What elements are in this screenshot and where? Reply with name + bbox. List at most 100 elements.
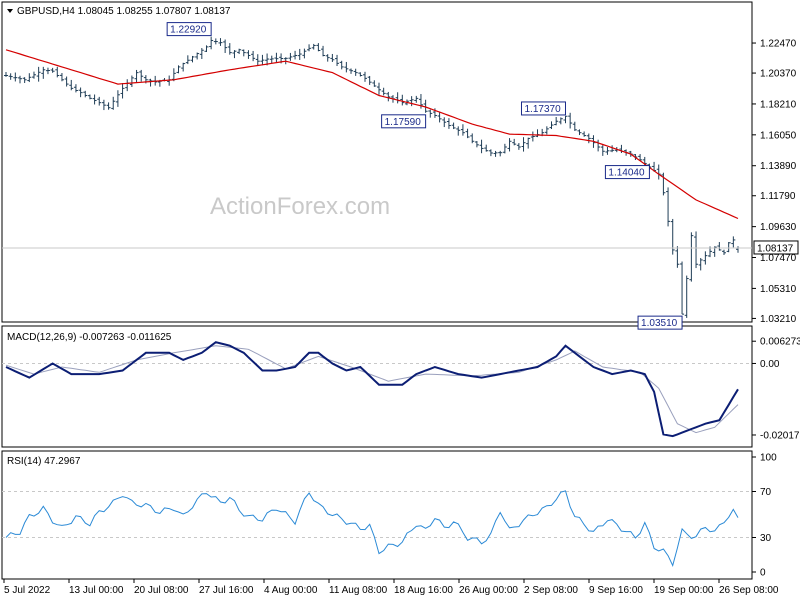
ohlc-bar xyxy=(31,71,36,79)
price-tick-label: 1.18210 xyxy=(760,99,797,110)
ohlc-bar xyxy=(251,50,256,62)
ohlc-bar xyxy=(195,52,200,60)
ohlc-bar xyxy=(479,139,484,154)
ohlc-bar xyxy=(139,69,144,82)
ohlc-bar xyxy=(223,39,228,53)
ohlc-bar xyxy=(246,50,251,59)
ohlc-bar xyxy=(507,138,512,152)
ohlc-bar xyxy=(414,95,419,103)
price-annotation: 1.17590 xyxy=(381,114,427,129)
ohlc-bar xyxy=(190,55,195,63)
ohlc-bar xyxy=(13,72,18,82)
macd-tick-label: -0.020175 xyxy=(760,430,800,441)
ohlc-bar xyxy=(437,112,442,123)
macd-tick-label: 0.006273 xyxy=(760,337,800,348)
dropdown-arrow-icon[interactable] xyxy=(7,9,13,13)
ohlc-bar xyxy=(661,172,666,196)
ohlc-bar xyxy=(498,150,503,157)
time-tick-label: 26 Sep 08:00 xyxy=(719,585,779,596)
ohlc-bar xyxy=(526,137,531,149)
ohlc-bar xyxy=(572,121,577,131)
ohlc-bar xyxy=(474,141,479,148)
ohlc-bar xyxy=(586,133,591,144)
ohlc-bar xyxy=(321,45,326,57)
ohlc-bar xyxy=(502,143,507,154)
ohlc-bar xyxy=(274,52,279,63)
rsi-header: RSI(14) 47.2967 xyxy=(7,456,81,467)
ohlc-bar xyxy=(45,67,50,75)
ohlc-bar xyxy=(73,84,78,93)
ohlc-bar xyxy=(722,249,727,255)
annotation-label: 1.03510 xyxy=(641,318,678,329)
price-tick-label: 1.20370 xyxy=(760,69,797,80)
ohlc-bar xyxy=(199,48,204,60)
price-tick-label: 1.16050 xyxy=(760,130,797,141)
annotation-box xyxy=(604,165,650,180)
ohlc-bar xyxy=(451,122,456,130)
ohlc-bar xyxy=(237,48,242,55)
annotation-box xyxy=(637,315,683,330)
ohlc-bar xyxy=(460,124,465,136)
ohlc-bar xyxy=(106,102,111,110)
price-tick-label: 1.11790 xyxy=(760,191,796,202)
current-price-tag xyxy=(753,240,799,255)
ohlc-bar xyxy=(17,75,22,84)
ohlc-bar xyxy=(726,242,731,253)
rsi-indicator: 100 70 30 0 xyxy=(2,453,777,579)
ohlc-bar xyxy=(339,60,344,70)
ohlc-bar xyxy=(213,38,218,45)
ohlc-bar xyxy=(353,68,358,76)
time-tick-label: 27 Jul 16:00 xyxy=(199,585,254,596)
ohlc-bar xyxy=(330,53,335,63)
ohlc-bar xyxy=(428,109,433,118)
ohlc-bar xyxy=(703,251,708,265)
ohlc-bar xyxy=(638,154,643,161)
ohlc-bar xyxy=(549,121,554,130)
price-tick-label: 1.13890 xyxy=(760,161,797,172)
price-tick-label: 1.22470 xyxy=(760,39,797,50)
ohlc-bar xyxy=(395,92,400,104)
price-annotation: 1.03510 xyxy=(637,315,683,330)
ohlc-bar xyxy=(120,83,125,99)
ohlc-bar xyxy=(125,79,130,92)
macd-signal-line xyxy=(5,345,739,434)
watermark: ActionForex.com xyxy=(210,193,390,220)
rsi-panel-frame xyxy=(1,450,753,580)
macd-panel-frame xyxy=(1,325,753,448)
ohlc-bar xyxy=(22,77,27,83)
ohlc-bar xyxy=(456,126,461,136)
annotation-box xyxy=(166,22,212,37)
ohlc-bar xyxy=(381,87,386,96)
ohlc-bar xyxy=(204,45,209,52)
ohlc-bar xyxy=(544,126,549,135)
ohlc-bar xyxy=(493,150,498,157)
annotation-box xyxy=(520,101,566,116)
ohlc-bar xyxy=(209,36,214,50)
ohlc-bar xyxy=(423,99,428,113)
ohlc-bar xyxy=(512,138,517,146)
annotation-box xyxy=(381,114,427,129)
ohlc-bar xyxy=(101,99,106,111)
ohlc-bar xyxy=(129,75,134,87)
ohlc-bar xyxy=(698,258,703,271)
rsi-tick-label: 70 xyxy=(760,487,772,498)
ohlc-bar xyxy=(372,80,377,87)
ohlc-bar xyxy=(535,129,540,138)
ohlc-bar xyxy=(442,117,447,128)
time-tick-label: 26 Aug 00:00 xyxy=(459,585,518,596)
ohlc-bar xyxy=(530,131,535,142)
ohlc-bar xyxy=(134,69,139,83)
ohlc-bar xyxy=(59,72,64,82)
moving-average xyxy=(5,49,739,220)
ohlc-bar xyxy=(148,78,153,87)
ohlc-bar xyxy=(582,131,587,137)
ohlc-bar xyxy=(255,54,260,66)
price-bars xyxy=(4,36,740,318)
ohlc-bar xyxy=(694,231,699,269)
time-tick-label: 20 Jul 08:00 xyxy=(134,585,189,596)
ohlc-bar xyxy=(666,187,671,227)
ohlc-bar xyxy=(8,73,13,80)
price-tick-label: 1.09630 xyxy=(760,222,797,233)
ohlc-bar xyxy=(521,137,526,152)
